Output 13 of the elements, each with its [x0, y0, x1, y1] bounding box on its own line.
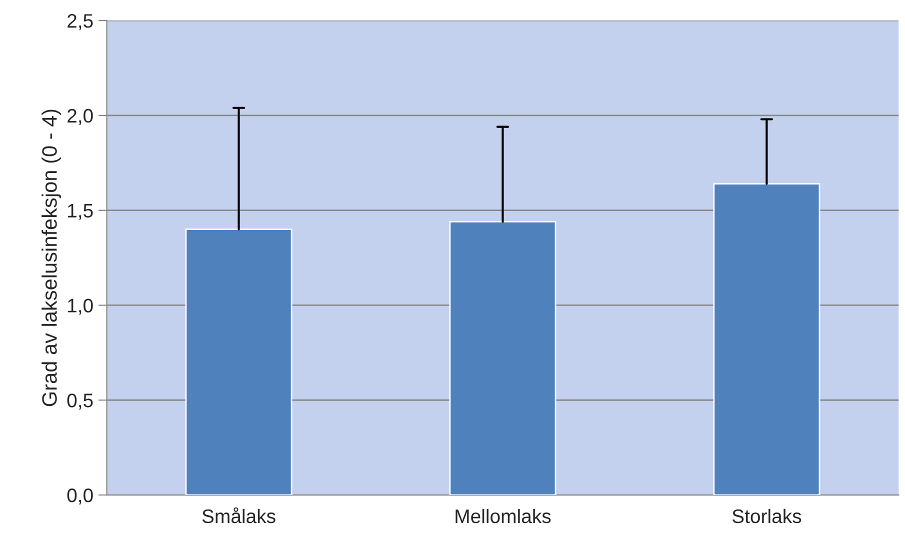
y-tick-label: 2,0: [68, 108, 93, 125]
y-tick-label: 0,5: [67, 394, 93, 410]
y-tick-label: 2,5: [68, 14, 93, 30]
x-tick-label: Smålaks: [202, 507, 276, 524]
bar: [713, 183, 820, 496]
bar: [185, 228, 292, 496]
y-tick-label: 1,0: [68, 298, 93, 315]
bar: [449, 221, 556, 496]
x-tick-label: Storlaks: [732, 508, 802, 524]
y-tick-label: 1,5: [68, 204, 93, 220]
y-axis-title: Grad av lakselusinfeksjon (0 - 4): [42, 110, 62, 406]
y-tick-label: 0,0: [67, 488, 93, 505]
x-tick-label: Mellomlaks: [456, 508, 551, 524]
